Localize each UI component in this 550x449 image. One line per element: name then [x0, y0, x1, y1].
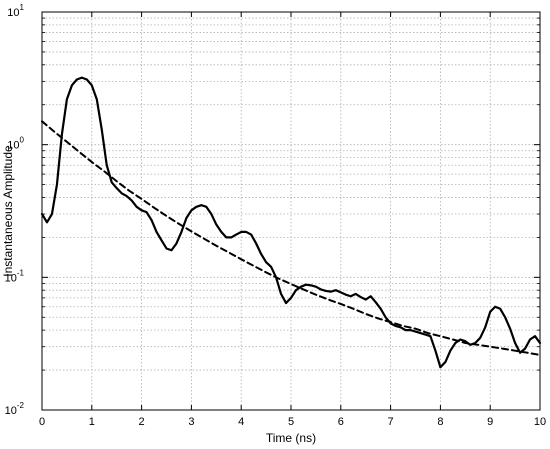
y-tick-label: 100: [7, 136, 24, 152]
x-tick-label: 0: [39, 416, 45, 428]
x-axis-label: Time (ns): [266, 431, 316, 445]
x-tick-label: 8: [437, 416, 443, 428]
x-tick-label: 1: [89, 416, 95, 428]
y-tick-label: 101: [7, 3, 24, 19]
grid: [42, 12, 540, 410]
x-tick-label: 9: [487, 416, 493, 428]
y-tick-label: 10-1: [5, 268, 25, 284]
x-tick-label: 2: [139, 416, 145, 428]
y-tick-label: 10-2: [5, 401, 25, 417]
fit-curve-dashed: [41, 120, 541, 356]
x-tick-label: 10: [534, 416, 546, 428]
x-tick-label: 6: [338, 416, 344, 428]
x-tick-label: 3: [188, 416, 194, 428]
x-tick-label: 5: [288, 416, 294, 428]
x-tick-label: 4: [238, 416, 244, 428]
x-tick-label: 7: [388, 416, 394, 428]
y-axis-label: Instantaneous Amplitude: [1, 145, 15, 277]
series: [40, 76, 542, 369]
amplitude-curve: [40, 76, 542, 369]
axis-ticks: 0 1 2 3 4 5 6 7 8 9 10 10-2 10-1 100 101: [5, 3, 547, 428]
